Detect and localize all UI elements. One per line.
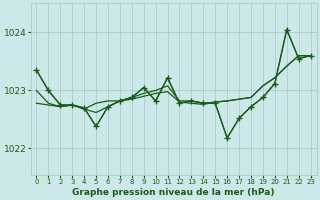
X-axis label: Graphe pression niveau de la mer (hPa): Graphe pression niveau de la mer (hPa) xyxy=(72,188,275,197)
